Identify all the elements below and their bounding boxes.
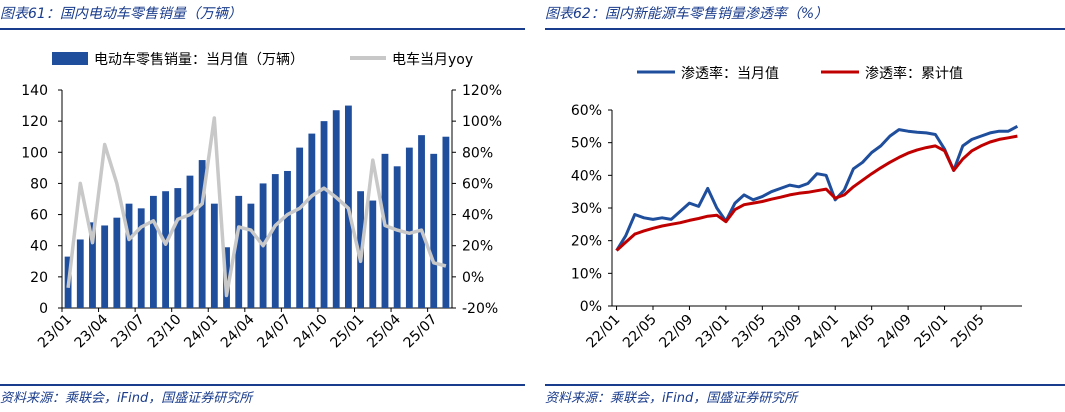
y-tick-label-right: 80% — [462, 145, 493, 161]
monthly-penetration-line — [615, 124, 1019, 252]
yoy-line — [66, 116, 447, 298]
x-tick-label: 24/01 — [181, 312, 221, 352]
y-tick-label-left: 40 — [30, 239, 48, 255]
x-tick-label: 24/10 — [291, 312, 331, 352]
bar — [101, 225, 109, 308]
y-tick-label-left: 80 — [30, 176, 48, 192]
bar — [137, 208, 145, 308]
bar — [284, 170, 291, 308]
x-tick-label: 23/07 — [108, 312, 148, 352]
legend-label-monthly: 渗透率：当月值 — [681, 65, 779, 82]
bar — [149, 195, 157, 308]
bar — [308, 133, 316, 308]
bar — [332, 110, 340, 308]
y-tick-label: 40% — [571, 168, 602, 184]
bar — [125, 203, 133, 308]
bar — [186, 175, 194, 308]
x-tick-label: 23/09 — [766, 312, 806, 352]
bar — [174, 188, 182, 308]
y-tick-label: 50% — [571, 136, 602, 152]
y-tick-label-left: 120 — [21, 114, 48, 130]
bar — [381, 153, 389, 308]
bar — [89, 222, 96, 308]
y-tick-label-right: 100% — [462, 114, 502, 130]
y-tick-label: 10% — [571, 266, 602, 282]
bar — [430, 153, 438, 308]
bar — [210, 203, 218, 308]
right-chart-panel: 图表62：国内新能源车零售销量渗透率（%） 渗透率：当月值 渗透率：累计值 0% 10… — [545, 0, 1065, 412]
y-tick-label-right: 60% — [462, 176, 493, 192]
bar — [418, 135, 425, 308]
bar — [113, 217, 121, 308]
y-tick-label-left: 0 — [39, 301, 48, 317]
y-tick-label: 0% — [580, 299, 602, 315]
bar — [320, 121, 328, 309]
x-tick-label: 25/07 — [401, 312, 441, 352]
x-tick-label: 24/07 — [254, 312, 294, 352]
y-tick-label-right: 0% — [462, 270, 484, 286]
legend-label-bar: 电动车零售销量：当月值（万辆） — [94, 51, 304, 68]
x-tick-label: 23/05 — [729, 312, 769, 352]
y-tick-label-left: 140 — [21, 83, 48, 99]
y-tick-label-left: 60 — [30, 208, 48, 224]
y-tick-label: 30% — [571, 201, 602, 217]
x-tick-label: 25/04 — [364, 311, 404, 351]
right-chart-source: 资料来源：乘联会，iFind，国盛证券研究所 — [545, 384, 1065, 412]
legend-label-line: 电车当月yoy — [392, 51, 473, 68]
y-tick-label-right: 40% — [462, 208, 493, 224]
bar — [369, 200, 377, 308]
right-chart: 渗透率：当月值 渗透率：累计值0%10%20%30%40%50%60%22/012… — [571, 65, 1022, 352]
bar — [235, 195, 243, 308]
x-tick-label: 23/10 — [145, 312, 185, 352]
x-tick-label: 23/01 — [35, 312, 75, 352]
x-tick-label: 25/05 — [948, 312, 988, 352]
x-tick-label: 22/01 — [584, 312, 624, 352]
legend-swatch-bar — [52, 52, 88, 65]
bar — [162, 191, 170, 308]
bar — [76, 239, 84, 308]
bar — [198, 160, 206, 308]
y-tick-label: 20% — [571, 234, 602, 250]
x-tick-label: 23/04 — [72, 311, 112, 351]
x-tick-label: 24/09 — [875, 312, 915, 352]
x-tick-label: 24/01 — [802, 312, 842, 352]
bar — [296, 147, 304, 308]
left-chart-panel: 图表61：国内电动车零售销量（万辆） 电动车零售销量：当月值（万辆） 电车当月yo… — [0, 0, 525, 412]
x-tick-label: 24/05 — [839, 312, 879, 352]
x-tick-label: 25/01 — [912, 312, 952, 352]
left-chart: 电动车零售销量：当月值（万辆） 电车当月yoy 0 20 40 60 80 100 120 140… — [21, 51, 502, 352]
x-tick-label: 23/01 — [693, 312, 733, 352]
y-tick-label-right: -20% — [462, 301, 498, 317]
x-tick-label: 25/01 — [328, 312, 368, 352]
left-chart-header: 图表61：国内电动车零售销量（万辆） — [0, 2, 525, 30]
bar — [442, 136, 450, 308]
x-tick-label: 22/09 — [656, 312, 696, 352]
legend-label-cumulative: 渗透率：累计值 — [865, 65, 963, 82]
bar — [247, 203, 255, 308]
x-tick-label: 22/05 — [620, 312, 660, 352]
bar — [393, 166, 401, 308]
right-chart-header: 图表62：国内新能源车零售销量渗透率（%） — [545, 2, 1065, 30]
x-tick-label: 24/04 — [218, 311, 258, 351]
y-tick-label-right: 120% — [462, 83, 502, 99]
y-tick-label-left: 100 — [21, 145, 48, 161]
y-tick-label-left: 20 — [30, 270, 48, 286]
bar — [405, 147, 413, 308]
y-tick-label-right: 20% — [462, 239, 493, 255]
bar — [271, 174, 279, 308]
cumulative-penetration-line — [615, 134, 1018, 252]
left-chart-source: 资料来源：乘联会，iFind，国盛证券研究所 — [0, 384, 525, 412]
y-tick-label: 60% — [571, 103, 602, 119]
